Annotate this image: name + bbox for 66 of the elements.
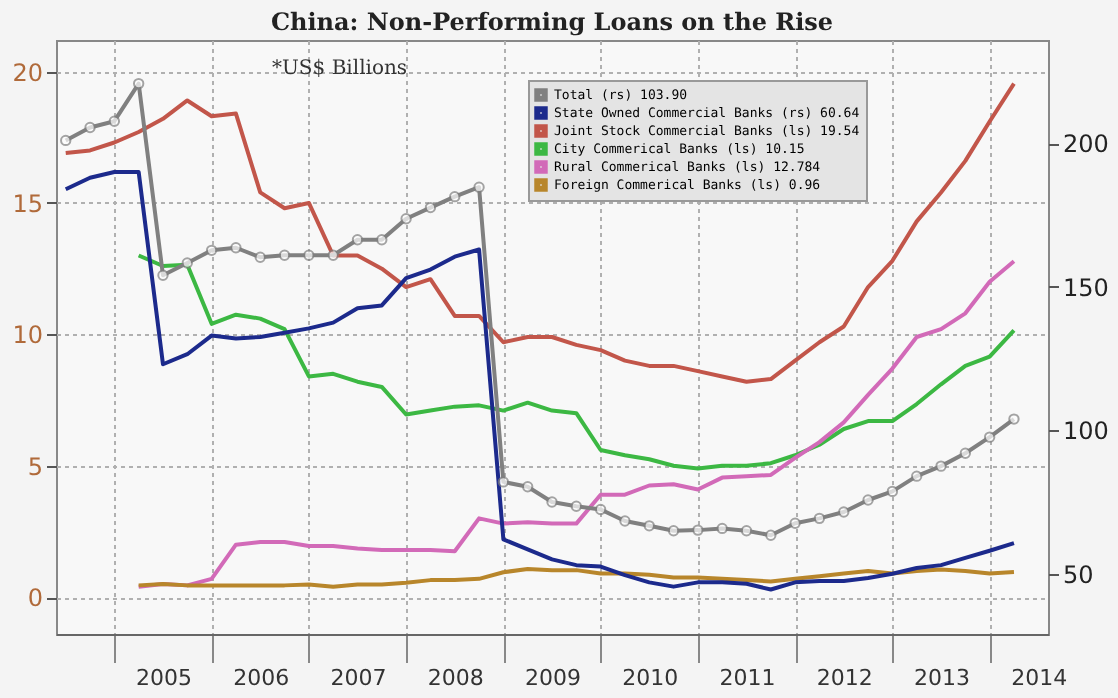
y-tick-label: 15 <box>12 189 43 218</box>
point <box>254 251 266 263</box>
point <box>667 525 680 537</box>
x-tick-label: 2007 <box>330 665 387 691</box>
point <box>278 249 291 261</box>
x-tick-label: 2012 <box>816 665 873 691</box>
x-tick-label: 2014 <box>1011 665 1068 691</box>
point <box>765 529 777 541</box>
point <box>570 500 582 512</box>
point <box>862 494 874 506</box>
line-series <box>136 567 1016 589</box>
point <box>230 242 242 254</box>
point <box>376 234 388 246</box>
point <box>132 77 145 90</box>
x-tick-label: 2011 <box>719 665 776 691</box>
point <box>522 481 534 493</box>
annotation: *US$ Billions <box>272 58 408 80</box>
y-tick-label: 20 <box>12 58 43 87</box>
point <box>1008 413 1020 425</box>
point <box>546 496 558 508</box>
y-tick-label: 5 <box>27 452 43 481</box>
x-tick-label: 2010 <box>622 665 679 691</box>
point <box>740 525 753 537</box>
line-series <box>63 81 1016 384</box>
line-series <box>63 170 1016 592</box>
y2-tick-label: 200 <box>1063 130 1109 159</box>
point <box>959 447 972 459</box>
point <box>813 512 826 525</box>
x-tick-label: 2005 <box>135 665 192 691</box>
point <box>643 520 655 532</box>
point <box>497 476 510 488</box>
point <box>594 503 607 516</box>
point <box>303 249 315 261</box>
x-tick-label: 2009 <box>525 665 581 691</box>
x-tick-label: 2013 <box>914 665 971 691</box>
point <box>60 134 72 147</box>
x-tick-label: 2008 <box>427 665 484 691</box>
point <box>327 249 339 261</box>
point <box>449 191 461 203</box>
line-series <box>136 253 1016 471</box>
point <box>692 524 704 536</box>
point <box>619 515 631 527</box>
point <box>205 244 218 257</box>
y-tick-label: 10 <box>12 321 43 350</box>
line-series <box>136 259 1016 589</box>
y2-tick-label: 100 <box>1063 417 1109 446</box>
point <box>935 460 947 472</box>
point <box>838 506 850 518</box>
point <box>157 269 169 281</box>
y2-tick-label: 150 <box>1063 273 1109 302</box>
point <box>351 234 364 246</box>
x-tick-label: 2006 <box>233 665 290 691</box>
point <box>911 470 923 482</box>
point <box>789 517 801 529</box>
point <box>424 201 437 214</box>
point <box>983 431 996 443</box>
point <box>181 257 193 269</box>
point <box>108 115 121 127</box>
point <box>716 522 728 535</box>
y2-tick-label: 50 <box>1063 560 1094 589</box>
point <box>473 181 485 193</box>
y-tick-label: 0 <box>27 584 43 613</box>
chart-title: China: Non-Performing Loans on the Rise <box>270 8 834 36</box>
point <box>886 485 899 498</box>
point <box>400 213 412 225</box>
point <box>84 121 96 134</box>
